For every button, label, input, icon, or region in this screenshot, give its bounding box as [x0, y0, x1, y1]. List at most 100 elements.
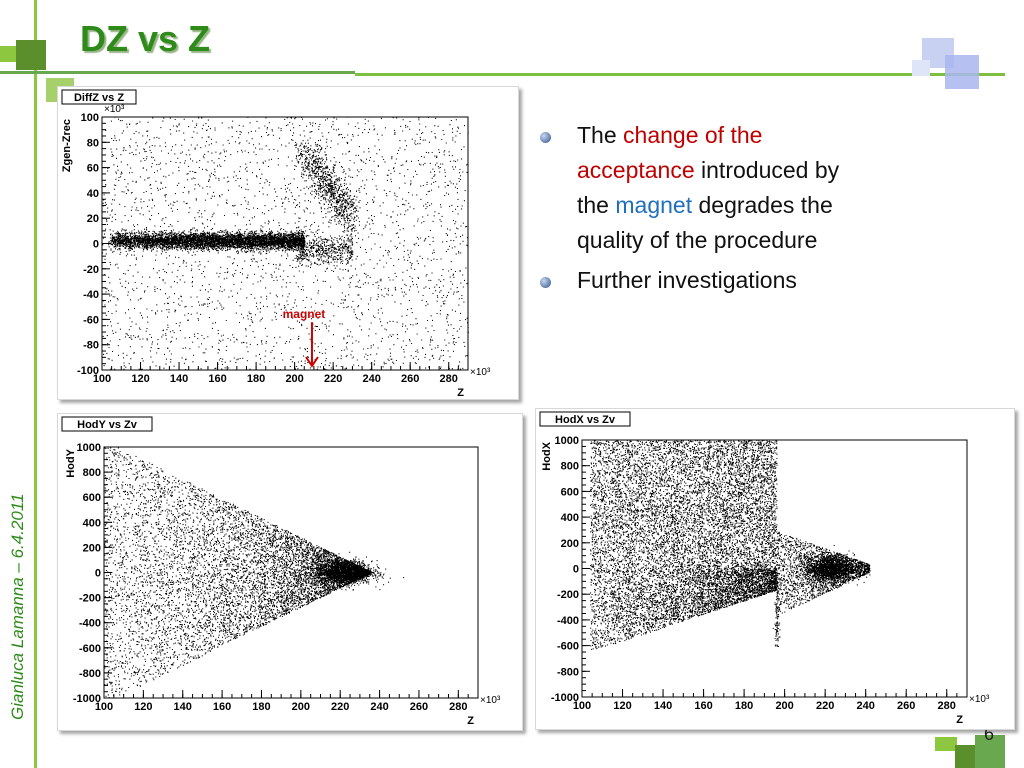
- bottomright-square-1: [935, 737, 957, 751]
- y-tick-label: 400: [83, 517, 101, 529]
- x-tick-label: 120: [131, 373, 149, 385]
- y-axis-label: HodX: [541, 441, 553, 470]
- y-tick-label: -100: [77, 365, 99, 377]
- y-tick-label: -200: [557, 589, 579, 601]
- x-tick-label: 280: [449, 701, 467, 713]
- bullet-1-seg-2: change of the acceptance: [577, 122, 763, 183]
- x-multiplier: ×10³: [969, 694, 990, 705]
- x-multiplier: ×10³: [470, 367, 491, 378]
- x-tick-label: 200: [292, 701, 310, 713]
- scatter-plot-hody-vs-zv: HodY vs Zv 100 120 140 160 180 200 220 240 260 280…: [61, 416, 501, 727]
- scatter-points: [590, 439, 871, 650]
- topright-square-2: [945, 55, 979, 89]
- y-tick-label: -800: [557, 666, 579, 678]
- y-tick-label: -800: [79, 668, 101, 680]
- y-tick-label: -80: [83, 340, 99, 352]
- y-axis-label: HodY: [65, 448, 77, 477]
- scatter-points: [104, 447, 405, 699]
- y-tick-label: -600: [79, 643, 101, 655]
- x-tick-label: 100: [93, 373, 111, 385]
- y-tick-label: 800: [561, 461, 579, 473]
- bottomright-square-3: [975, 735, 1005, 768]
- x-tick-label: 260: [897, 700, 915, 712]
- y-tick-label: -200: [79, 593, 101, 605]
- y-tick-label: 20: [87, 213, 99, 225]
- slide-title: DZ vs Z: [80, 18, 211, 59]
- y-tick-label: 600: [83, 492, 101, 504]
- page-number: 6: [984, 724, 995, 744]
- topright-square-3: [912, 60, 930, 76]
- y-tick-label: 0: [95, 568, 101, 580]
- side-credit: Gianluca Lamanna – 6.4.2011: [8, 493, 27, 720]
- x-multiplier: ×10³: [480, 695, 501, 706]
- x-tick-label: 240: [370, 701, 388, 713]
- y-tick-label: 40: [87, 188, 99, 200]
- x-axis-label: Z: [467, 715, 474, 727]
- x-tick-label: 200: [285, 373, 303, 385]
- x-tick-label: 240: [857, 700, 875, 712]
- y-tick-label: 800: [83, 467, 101, 479]
- x-tick-label: 180: [735, 700, 753, 712]
- annotation-label: magnet: [283, 307, 326, 321]
- bullet-item-2: Further investigations: [540, 263, 870, 298]
- plot-frame-hody: HodY vs Zv 100 120 140 160 180 200 220 240 260 280…: [57, 413, 523, 731]
- chart-title-box: [539, 411, 631, 427]
- y-tick-label: -600: [557, 641, 579, 653]
- x-tick-label: 200: [775, 700, 793, 712]
- title-underline: [0, 71, 355, 74]
- x-tick-label: 280: [440, 373, 458, 385]
- y-tick-label: -60: [83, 314, 99, 326]
- bullet-1-seg-1: The: [577, 122, 624, 148]
- x-axis-label: Z: [956, 714, 963, 726]
- x-tick-label: 100: [573, 700, 591, 712]
- x-tick-label: 160: [694, 700, 712, 712]
- y-tick-label: -1000: [551, 692, 579, 704]
- y-tick-label: 0: [93, 239, 99, 251]
- chart-title: DiffZ vs Z: [74, 92, 124, 104]
- y-tick-label: -40: [83, 289, 99, 301]
- y-tick-label: 200: [561, 538, 579, 550]
- x-tick-label: 140: [170, 373, 188, 385]
- chart-title: HodY vs Zv: [77, 419, 138, 431]
- title-underline-right: [355, 73, 1005, 76]
- scatter-plot-hodx-vs-zv: HodX vs Zv 100 120 140 160 180 200 220 240 260 280…: [539, 411, 990, 726]
- y-tick-label: 1000: [555, 435, 579, 447]
- y-tick-label: 200: [83, 542, 101, 554]
- bullet-item-1: The change of the acceptance introduced …: [540, 118, 870, 258]
- x-tick-label: 260: [410, 701, 428, 713]
- x-tick-label: 180: [247, 373, 265, 385]
- x-tick-label: 260: [401, 373, 419, 385]
- x-tick-label: 220: [331, 701, 349, 713]
- y-tick-label: 400: [561, 512, 579, 524]
- corner-square-mid: [0, 46, 16, 62]
- x-tick-label: 140: [654, 700, 672, 712]
- x-tick-label: 180: [252, 701, 270, 713]
- y-tick-label: -400: [79, 618, 101, 630]
- left-vertical-rule: [34, 0, 37, 768]
- x-tick-label: 220: [816, 700, 834, 712]
- x-tick-label: 100: [95, 701, 113, 713]
- bullet-icon: [540, 132, 551, 143]
- chart-title-box: [61, 416, 153, 432]
- scatter-points: [102, 116, 469, 371]
- x-tick-label: 140: [174, 701, 192, 713]
- y-multiplier: ×10³: [104, 104, 125, 115]
- y-tick-label: -20: [83, 264, 99, 276]
- x-tick-label: 280: [938, 700, 956, 712]
- chart-title-box: [61, 89, 137, 105]
- x-tick-label: 120: [134, 701, 152, 713]
- bullet-2-seg-1: Further investigations: [577, 267, 797, 293]
- x-tick-label: 160: [213, 701, 231, 713]
- plot-frame-diffz: DiffZ vs Z 100 120 140 160 180 200 220 240 260 280…: [57, 86, 519, 400]
- y-tick-label: -1000: [73, 693, 101, 705]
- y-tick-label: 60: [87, 163, 99, 175]
- y-tick-label: 100: [81, 112, 99, 124]
- x-axis-label: Z: [457, 387, 464, 399]
- plot-frame-hodx: HodX vs Zv 100 120 140 160 180 200 220 240 260 280…: [535, 408, 1015, 730]
- y-tick-label: -400: [557, 615, 579, 627]
- y-tick-label: 0: [573, 564, 579, 576]
- y-axis-label: Zgen-Zrec: [61, 119, 73, 172]
- y-tick-label: 80: [87, 137, 99, 149]
- x-tick-label: 120: [613, 700, 631, 712]
